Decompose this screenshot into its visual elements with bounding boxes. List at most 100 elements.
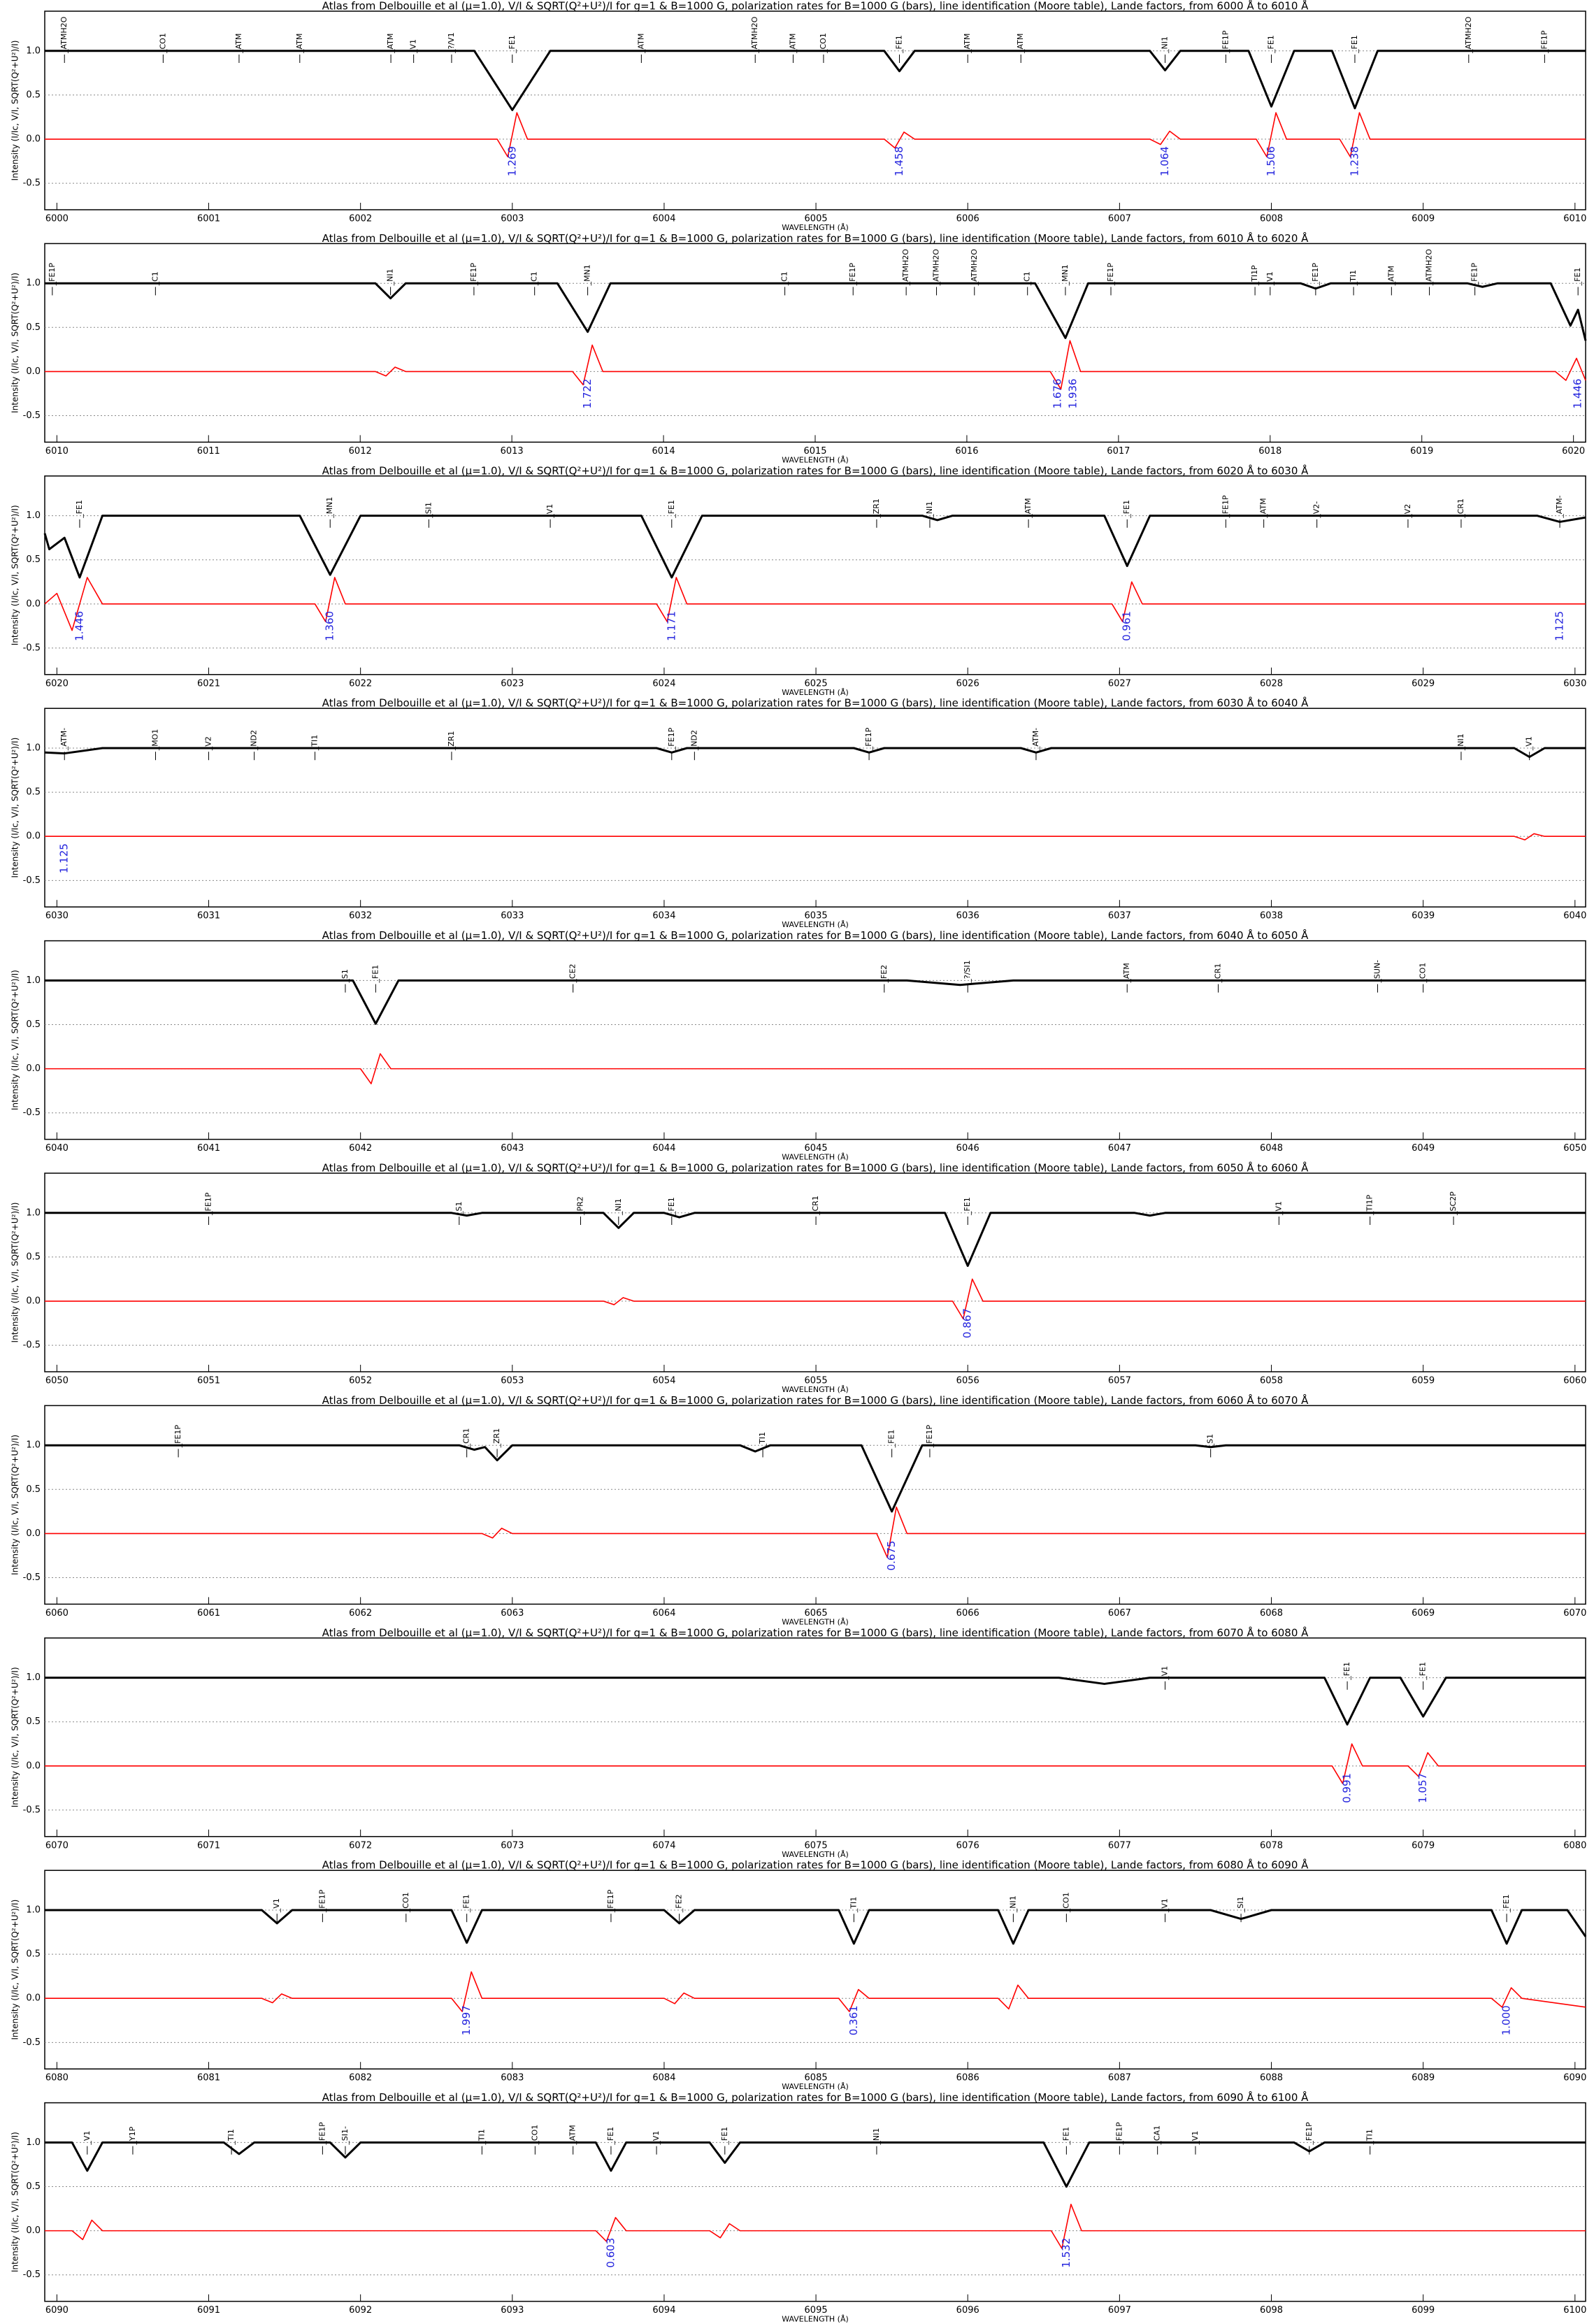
- x-tick-label: 6081: [197, 2073, 220, 2083]
- x-tick-label: 6002: [349, 214, 372, 224]
- panel: Atlas from Delbouille et al (μ=1.0), V/I…: [10, 464, 1587, 697]
- spectrum-line: [45, 1971, 1586, 2012]
- line-id-label: _ATM: [1016, 34, 1025, 54]
- panel: Atlas from Delbouille et al (μ=1.0), V/I…: [10, 1626, 1587, 1859]
- line-id-label: _ATM: [386, 34, 395, 54]
- lande-factor: 1.125: [1553, 611, 1566, 641]
- line-id-label: _TI1: [1365, 2129, 1374, 2145]
- x-tick-label: 6020: [45, 678, 69, 689]
- line-id-label: _S1: [454, 1202, 464, 1216]
- line-id-label: _CO1: [158, 33, 167, 54]
- x-tick-label: 6071: [197, 1840, 220, 1851]
- lande-factor: 1.676: [1051, 379, 1064, 409]
- lande-factor: 0.961: [1121, 611, 1133, 641]
- y-tick-label: -0.5: [23, 643, 41, 653]
- line-id-label: _FE1: [963, 1197, 972, 1216]
- line-id-label: _FE1P: [1114, 2122, 1123, 2146]
- x-tick-label: 6045: [805, 1143, 828, 1154]
- x-tick-label: 6078: [1260, 1840, 1283, 1851]
- line-id-label: _ATM: [1386, 266, 1395, 286]
- x-tick-label: 6090: [45, 2305, 69, 2316]
- x-tick-label: 6027: [1108, 678, 1131, 689]
- line-id-label: _FE1: [1350, 35, 1359, 54]
- x-tick-label: 6055: [805, 1376, 828, 1386]
- line-id-label: _MN1: [1061, 264, 1070, 286]
- line-id-label: _ATM-: [1555, 495, 1564, 518]
- line-id-label: _SI1: [424, 502, 433, 519]
- line-id-label: _ATM-: [1031, 728, 1040, 751]
- chart-title: Atlas from Delbouille et al (μ=1.0), V/I…: [322, 2090, 1309, 2104]
- x-tick-label: 6086: [956, 2073, 979, 2083]
- line-id-label: _ATMH2O: [932, 249, 941, 287]
- spectrum-line: [45, 1743, 1586, 1784]
- line-id-label: _FE1P: [48, 263, 57, 287]
- x-tick-label: 6049: [1412, 1143, 1435, 1154]
- line-id-label: _ATM-: [59, 728, 69, 751]
- x-tick-label: 6031: [197, 911, 220, 921]
- panel: Atlas from Delbouille et al (μ=1.0), V/I…: [10, 2090, 1587, 2324]
- line-id-label: _CO1: [819, 33, 828, 54]
- line-id-label: _CO1: [1419, 963, 1428, 984]
- x-tick-label: 6098: [1260, 2305, 1283, 2316]
- plot-frame: [44, 475, 1586, 675]
- x-tick-label: 6089: [1412, 2073, 1435, 2083]
- x-tick-label: 6094: [652, 2305, 675, 2316]
- x-tick-label: 6088: [1260, 2073, 1283, 2083]
- x-tick-label: 6001: [197, 214, 220, 224]
- spectrum-line: [44, 747, 1586, 759]
- x-tick-label: 6093: [501, 2305, 524, 2316]
- spectrum-line: [45, 340, 1586, 390]
- line-id-label: _MO1: [151, 729, 160, 752]
- spectrum-line: [45, 112, 1586, 158]
- line-id-label: _NI1: [872, 2128, 881, 2146]
- x-tick-label: 6030: [45, 911, 69, 921]
- plot-frame: [44, 1405, 1586, 1605]
- spectrum-line: [45, 2141, 1586, 2188]
- x-tick-label: 6046: [956, 1143, 979, 1154]
- x-tick-label: 6072: [349, 1840, 372, 1851]
- line-id-label: _FE1P: [317, 2122, 326, 2146]
- x-tick-label: 6009: [1412, 214, 1435, 224]
- line-id-label: _ATMH2O: [901, 249, 910, 287]
- line-id-label: _V1: [545, 504, 554, 519]
- y-tick-label: 1.0: [26, 278, 41, 289]
- line-id-label: _NI1: [925, 501, 934, 519]
- x-tick-label: 6024: [652, 678, 675, 689]
- x-tick-label: 6012: [349, 446, 372, 457]
- lande-factor: 1.057: [1416, 1773, 1429, 1803]
- x-tick-label: 6041: [197, 1143, 220, 1154]
- lande-factor: 1.722: [581, 379, 594, 409]
- line-id-label: _ATMH2O: [59, 16, 69, 54]
- spectrum-line: [45, 1444, 1586, 1513]
- y-tick-label: 0.0: [26, 366, 41, 377]
- x-tick-label: 6015: [803, 446, 826, 457]
- y-tick-label: 1.0: [26, 1440, 41, 1451]
- line-id-label: _ATMH2O: [750, 16, 759, 54]
- x-axis-label: WAVELENGTH (Å): [782, 1385, 849, 1394]
- spectrum-line: [43, 515, 1586, 579]
- line-id-label: _V1: [1191, 2131, 1200, 2146]
- x-tick-label: 6029: [1412, 678, 1435, 689]
- x-tick-label: 6082: [349, 2073, 372, 2083]
- x-tick-label: 6083: [501, 2073, 524, 2083]
- line-id-label: _FE1: [1419, 1662, 1428, 1681]
- line-id-label: _NI1: [1008, 1895, 1017, 1913]
- lande-factor: 0.675: [885, 1541, 898, 1571]
- y-tick-label: 0.5: [26, 1251, 41, 1262]
- x-tick-label: 6017: [1107, 446, 1130, 457]
- spectrum-line: [45, 282, 1587, 341]
- line-id-label: _ND2: [250, 730, 259, 751]
- chart-title: Atlas from Delbouille et al (μ=1.0), V/I…: [322, 1161, 1309, 1175]
- line-id-label: _FE1: [1502, 1894, 1511, 1913]
- line-id-label: _ATM: [568, 2125, 577, 2145]
- line-id-label: _C1: [150, 271, 159, 286]
- y-axis-label: Intensity (I/Ic, V/I, SQRT(Q²+U²)/I): [10, 2132, 20, 2272]
- line-id-label: _SUN-: [1373, 960, 1382, 984]
- line-id-label: _V1: [1161, 1666, 1170, 1681]
- x-tick-label: 6025: [805, 678, 828, 689]
- lande-factor: 0.867: [961, 1308, 974, 1338]
- line-id-label: _Y1P: [128, 2126, 137, 2145]
- lande-factor: 0.361: [847, 2005, 860, 2035]
- lande-factor: 1.125: [58, 843, 71, 873]
- x-axis-label: WAVELENGTH (Å): [782, 688, 849, 697]
